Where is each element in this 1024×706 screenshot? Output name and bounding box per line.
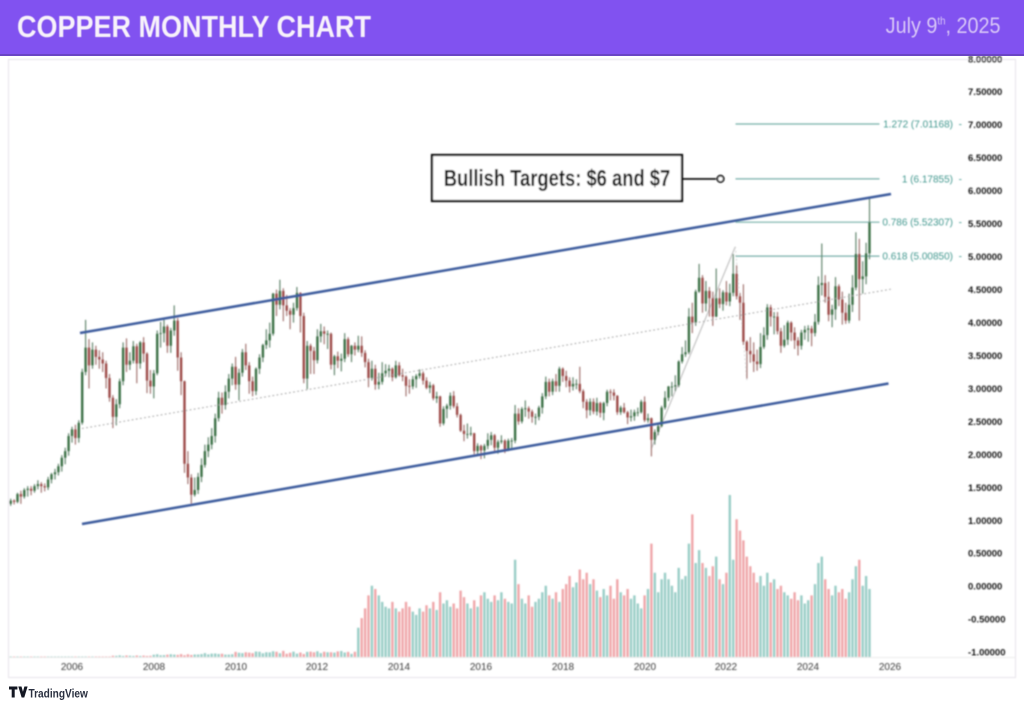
- svg-text:7.50000: 7.50000: [968, 87, 1002, 98]
- svg-text:2006: 2006: [61, 662, 84, 673]
- svg-text:3.50000: 3.50000: [968, 351, 1002, 362]
- svg-text:5.50000: 5.50000: [968, 219, 1002, 230]
- svg-text:-: -: [959, 218, 962, 229]
- svg-text:0.00000: 0.00000: [968, 582, 1002, 593]
- svg-text:TradingView: TradingView: [29, 688, 89, 701]
- svg-text:1 (6.17855): 1 (6.17855): [902, 174, 953, 185]
- svg-text:-: -: [959, 174, 962, 185]
- svg-text:0.618 (5.00850): 0.618 (5.00850): [882, 252, 953, 263]
- svg-text:2018: 2018: [552, 662, 575, 673]
- svg-text:0.50000: 0.50000: [968, 549, 1002, 560]
- svg-text:1.00000: 1.00000: [968, 516, 1002, 527]
- svg-text:Bullish Targets: $6 and $7: Bullish Targets: $6 and $7: [444, 166, 671, 191]
- svg-text:-0.50000: -0.50000: [968, 615, 1006, 626]
- svg-text:2.50000: 2.50000: [968, 417, 1002, 428]
- svg-text:2016: 2016: [470, 662, 493, 673]
- svg-text:2024: 2024: [797, 662, 820, 673]
- svg-text:2022: 2022: [715, 662, 738, 673]
- svg-text:2012: 2012: [306, 662, 329, 673]
- svg-text:2020: 2020: [634, 662, 657, 673]
- svg-text:1.272 (7.01168): 1.272 (7.01168): [883, 120, 953, 131]
- svg-text:5.00000: 5.00000: [968, 252, 1002, 263]
- svg-text:6.00000: 6.00000: [968, 186, 1002, 197]
- svg-text:-: -: [959, 252, 962, 263]
- svg-text:1.50000: 1.50000: [968, 483, 1002, 494]
- svg-text:2.00000: 2.00000: [968, 450, 1002, 461]
- svg-text:4.00000: 4.00000: [968, 318, 1002, 329]
- svg-text:2008: 2008: [143, 662, 166, 673]
- svg-text:-1.00000: -1.00000: [968, 648, 1006, 659]
- svg-text:2026: 2026: [879, 662, 902, 673]
- svg-text:2010: 2010: [225, 662, 248, 673]
- svg-text:3.00000: 3.00000: [968, 384, 1002, 395]
- svg-text:8.00000: 8.00000: [968, 54, 1002, 65]
- svg-text:7.00000: 7.00000: [968, 120, 1002, 131]
- svg-text:2014: 2014: [388, 662, 411, 673]
- svg-text:0.786 (5.52307): 0.786 (5.52307): [882, 218, 953, 229]
- svg-text:4.50000: 4.50000: [968, 285, 1002, 296]
- svg-text:-: -: [959, 120, 962, 131]
- svg-text:6.50000: 6.50000: [968, 153, 1002, 164]
